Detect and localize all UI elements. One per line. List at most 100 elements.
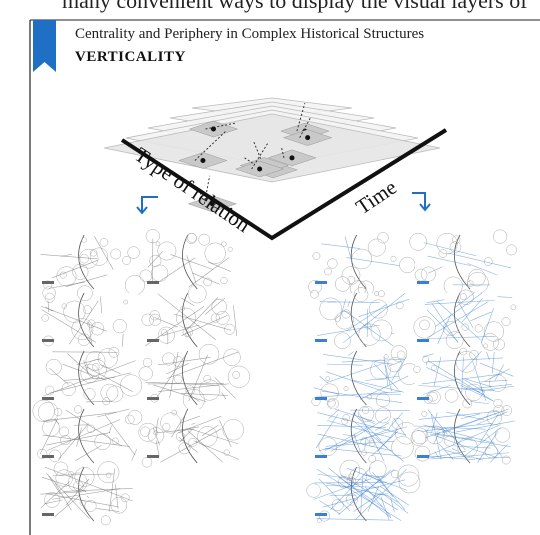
thumb-link (66, 274, 108, 287)
thumb-arc (182, 350, 198, 406)
thumb-circle (100, 515, 111, 526)
thumb-circle (84, 499, 97, 512)
arrow-left (136, 196, 158, 215)
thumb-link (470, 311, 492, 322)
title: Centrality and Periphery in Complex Hist… (75, 26, 424, 42)
thumb-link (100, 296, 103, 314)
thumb-link (317, 425, 387, 428)
thumb-circle (54, 408, 63, 417)
thumb-link (322, 498, 356, 508)
thumb-circle (90, 247, 109, 266)
edge (296, 103, 306, 132)
thumb-link (346, 304, 387, 332)
thumb-link (484, 368, 510, 382)
thumb-circle (198, 344, 220, 365)
thumb-circle (110, 248, 122, 260)
thumb-circle (331, 499, 344, 511)
thumb-link (219, 419, 232, 448)
running-text: many convenient ways to display the visu… (62, 0, 528, 13)
thumb-link (52, 488, 121, 500)
thumb-tag (417, 455, 429, 458)
thumb-circle (74, 466, 95, 487)
thumb-link (321, 390, 403, 404)
thumb-link (170, 254, 214, 270)
thumb-link (464, 378, 492, 388)
thumb-link (418, 411, 499, 420)
thumb-link (158, 356, 211, 366)
thumb-link (429, 433, 498, 459)
edge (251, 142, 269, 170)
thumb-link (65, 409, 122, 447)
thumb-link (155, 417, 159, 432)
thumb-link (434, 451, 439, 458)
thumb-link (47, 419, 121, 451)
thumb-link (390, 498, 395, 513)
thumb-link (422, 353, 434, 358)
thumb-circle (334, 276, 351, 292)
thumb-circle (396, 350, 406, 360)
thumbnail (40, 285, 138, 348)
thumb-link (318, 478, 350, 511)
thumb-link (348, 351, 354, 356)
thumb-circle (198, 233, 211, 246)
thumb-link (369, 393, 401, 396)
thumb-circle (199, 379, 221, 401)
thumb-circle (140, 426, 151, 437)
thumb-link (358, 298, 410, 318)
thumb-link (341, 358, 405, 363)
thumb-circle (462, 398, 473, 409)
thumb-link (470, 401, 489, 405)
thumb-link (48, 475, 61, 495)
thumb-link (423, 242, 477, 257)
thumb-link (421, 373, 503, 385)
thumb-circle (63, 300, 86, 323)
thumb-link (490, 444, 508, 463)
thumbnail (141, 284, 240, 348)
thumb-link (166, 363, 189, 375)
thumbnail (40, 346, 143, 406)
thumb-link (426, 309, 459, 342)
thumb-circle (390, 345, 408, 362)
thumb-link (379, 485, 410, 506)
thumb-circle (41, 314, 49, 322)
thumb-circle (215, 310, 230, 325)
thumb-link (435, 292, 483, 327)
thumb-circle (37, 402, 59, 423)
thumb-circle (483, 321, 504, 342)
thumb-circle (374, 291, 379, 296)
thumb-link (479, 413, 499, 443)
thumb-link (346, 257, 400, 266)
thumb-circle (155, 241, 161, 247)
thumb-circle (413, 316, 436, 339)
thumb-link (476, 411, 508, 425)
thumb-link (177, 426, 200, 431)
thumbnail (409, 229, 517, 296)
thumb-link (425, 357, 504, 363)
edge (203, 175, 211, 204)
thumb-link (153, 384, 207, 402)
thumb-link (67, 353, 94, 378)
thumb-link (313, 478, 372, 500)
thumb-circle (185, 233, 197, 244)
thumb-circle (111, 437, 119, 445)
thumb-link (315, 414, 338, 449)
thumb-circle (334, 332, 351, 349)
thumb-link (460, 413, 480, 420)
thumb-circle (346, 493, 358, 506)
thumb-circle (81, 237, 87, 243)
thumb-link (319, 375, 329, 384)
thumb-link (317, 433, 393, 452)
node (210, 126, 216, 132)
thumbnail (138, 408, 244, 468)
thumb-circle (141, 456, 153, 468)
edge (194, 130, 227, 161)
thumb-tag (315, 513, 327, 516)
thumb-link (189, 428, 239, 445)
thumb-circle (204, 242, 226, 264)
axes-v (120, 128, 448, 241)
thumb-link (104, 414, 136, 456)
thumb-tag (315, 455, 327, 458)
thumbnail (310, 287, 410, 349)
thumb-tag (42, 339, 54, 342)
